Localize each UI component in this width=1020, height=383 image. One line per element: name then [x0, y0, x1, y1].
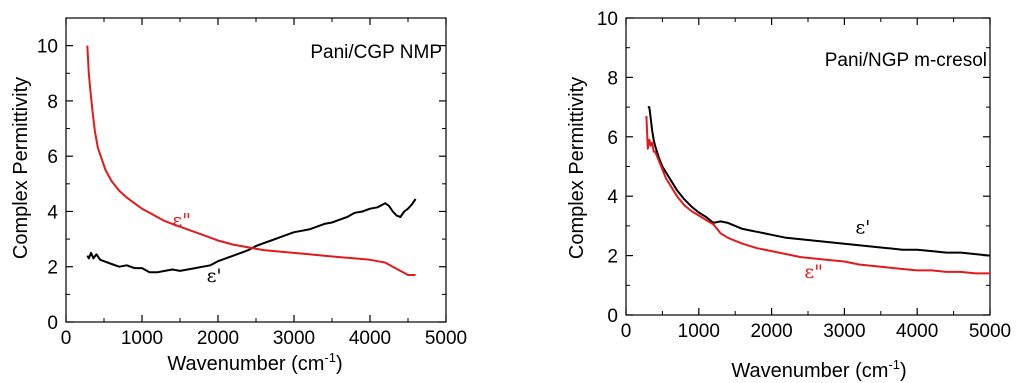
chart0-x-tick-label: 3000 [273, 328, 315, 349]
chart1-y-tick-label: 4 [607, 187, 618, 208]
chart1-annotation: Pani/NGP m-cresol [825, 50, 987, 71]
chart0-x-tick-label: 2000 [197, 328, 239, 349]
chart1-x-tick-label: 5000 [969, 321, 1011, 342]
chart0-x-tick-label: 4000 [349, 328, 391, 349]
chart0-x-tick-label: 5000 [425, 328, 467, 349]
chart0-annotation: Pani/CGP NMP [310, 42, 442, 63]
chart0-y-tick-label: 8 [47, 92, 58, 113]
chart1-x-tick-label: 3000 [823, 321, 865, 342]
chart0-x-tick-label: 1000 [121, 328, 163, 349]
chart1-series-label-1: ε" [804, 261, 823, 283]
chart0-y-tick-label: 0 [47, 313, 58, 334]
chart1-xlabel-close: ) [900, 360, 907, 382]
chart0-series-label-0: ε" [172, 210, 191, 232]
chart-pani-ngp-m-cresol: Complex Permittivity Wavenumber (cm-1) P… [566, 9, 1011, 382]
chart1-series-0-line [647, 106, 991, 257]
chart0-xlabel-main: Wavenumber (cm [167, 353, 324, 375]
chart-pani-cgp-nmp: Complex Permittivity Wavenumber (cm-1) P… [10, 17, 467, 375]
chart1-xlabel-main: Wavenumber (cm [731, 360, 888, 382]
chart0-y-tick-label: 6 [47, 147, 58, 168]
chart1-ylabel: Complex Permittivity [566, 77, 588, 259]
chart0-series-1-line [86, 45, 416, 276]
chart1-y-tick-label: 0 [607, 306, 618, 327]
chart1-y-tick-label: 8 [607, 68, 618, 89]
chart1-x-tick-label: 0 [621, 321, 632, 342]
chart0-x-tick-label: 0 [61, 328, 72, 349]
chart1-x-tick-label: 2000 [750, 321, 792, 342]
chart1-series-label-0: ε' [855, 216, 870, 238]
chart0-y-tick-label: 2 [47, 258, 58, 279]
chart0-y-tick-label: 10 [37, 37, 58, 58]
chart0-xlabel: Wavenumber (cm-1) [167, 350, 342, 375]
chart0-series-label-1: ε' [207, 265, 222, 287]
chart1-series-1-line [645, 115, 990, 275]
chart1-xlabel-sup: -1 [888, 357, 900, 372]
chart1-x-tick-label: 4000 [896, 321, 938, 342]
chart0-series-0-line [86, 198, 417, 274]
chart0-ylabel: Complex Permittivity [10, 77, 32, 259]
chart0-xlabel-close: ) [336, 353, 343, 375]
chart0-xlabel-sup: -1 [324, 350, 336, 365]
chart1-y-tick-label: 2 [607, 247, 618, 268]
chart1-y-tick-label: 10 [597, 9, 618, 30]
chart0-y-tick-label: 4 [47, 202, 58, 223]
chart1-y-tick-label: 6 [607, 128, 618, 149]
chart1-x-tick-label: 1000 [678, 321, 720, 342]
chart1-xlabel: Wavenumber (cm-1) [731, 357, 906, 382]
chart0-plot-frame [65, 17, 447, 323]
